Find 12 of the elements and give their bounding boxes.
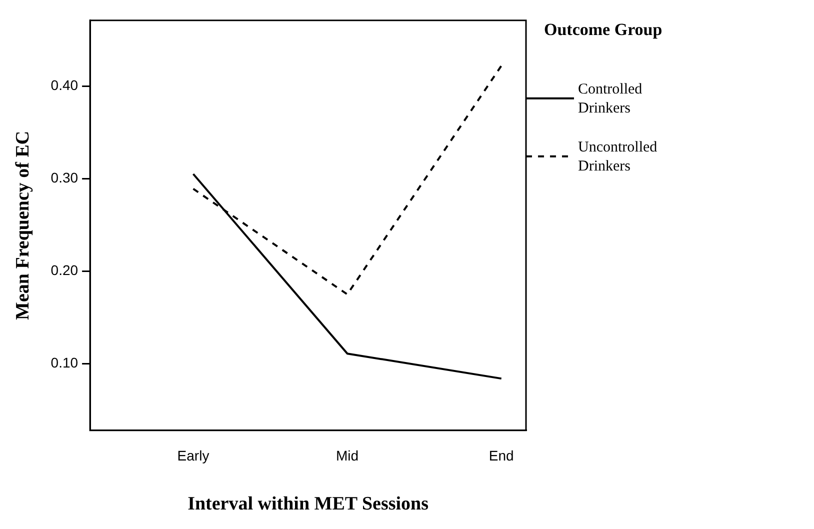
y-tick-label: 0.10 — [50, 354, 78, 371]
x-tick-label: End — [488, 448, 514, 464]
x-axis-title: Interval within MET Sessions — [188, 494, 428, 515]
y-tick-label: 0.30 — [50, 170, 78, 186]
legend-label: Controlled Drinkers — [578, 81, 643, 116]
y-tick-label: 0.20 — [50, 262, 78, 278]
x-tick-label: Mid — [336, 448, 359, 464]
y-axis-title: Mean Frequency of EC — [12, 130, 34, 320]
y-tick-label: 0.40 — [50, 76, 78, 93]
legend-label: Uncontrolled Drinkers — [578, 139, 658, 174]
x-tick-label: Early — [177, 448, 210, 464]
legend-title: Outcome Group — [544, 20, 662, 39]
